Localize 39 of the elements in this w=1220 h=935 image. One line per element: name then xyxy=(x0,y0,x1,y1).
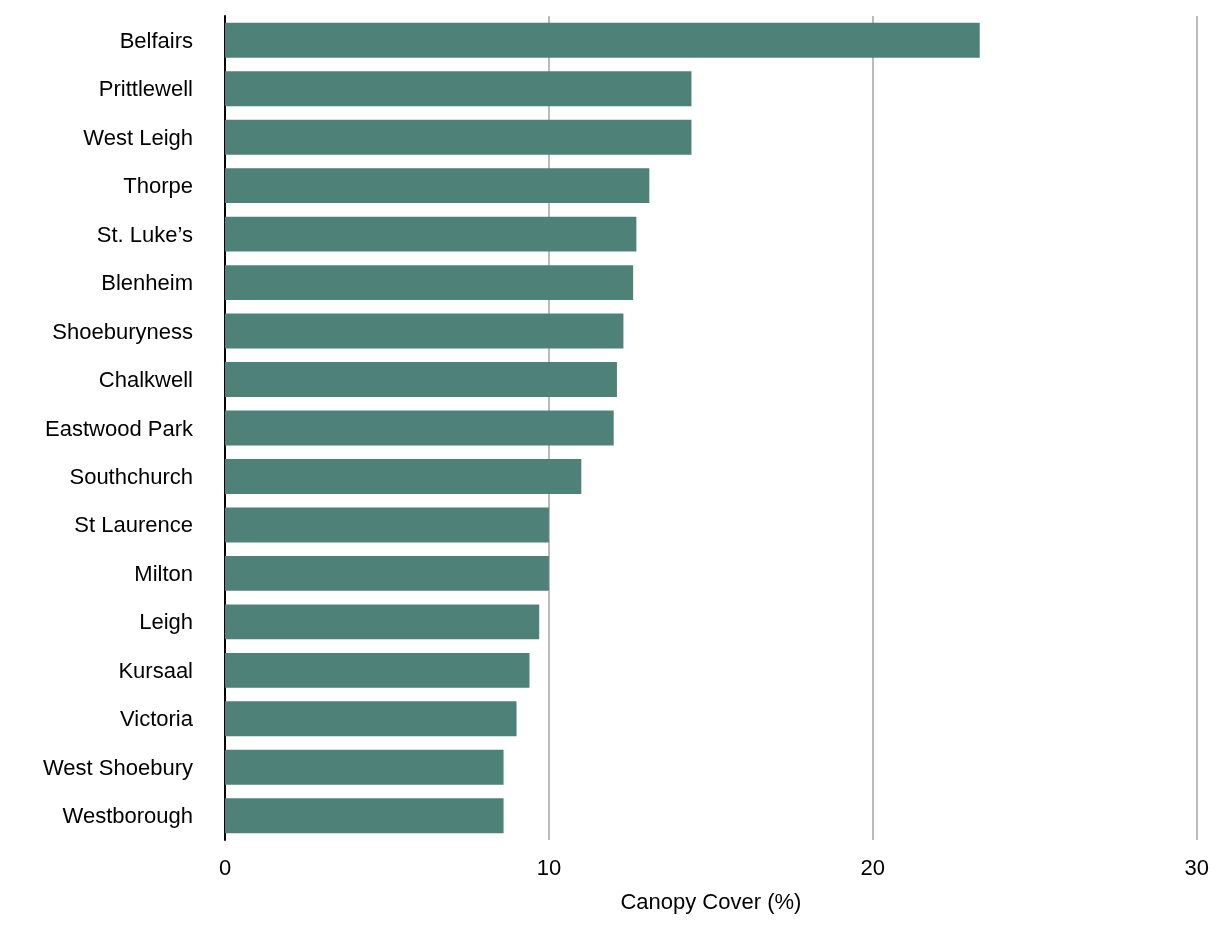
y-tick-label: Kursaal xyxy=(118,657,193,683)
y-tick-label: Victoria xyxy=(120,706,194,732)
y-tick-label: Milton xyxy=(134,560,193,586)
bar xyxy=(225,652,530,688)
x-tick-label: 20 xyxy=(860,854,886,880)
y-tick-label: Leigh xyxy=(139,609,193,635)
bar xyxy=(225,555,549,591)
y-tick-label: Thorpe xyxy=(123,173,193,199)
y-tick-label: St Laurence xyxy=(74,512,193,538)
bar xyxy=(225,604,540,640)
bar xyxy=(225,749,504,785)
y-tick-label: Eastwood Park xyxy=(45,415,194,441)
bar xyxy=(225,798,504,834)
y-tick-label: St. Luke’s xyxy=(96,221,193,247)
bar xyxy=(225,22,980,58)
y-tick-label: Westborough xyxy=(62,803,193,829)
bar xyxy=(225,313,624,349)
y-tick-label: Southchurch xyxy=(69,463,193,489)
x-tick-label: 0 xyxy=(218,854,232,880)
y-tick-label: Belfairs xyxy=(119,27,193,53)
y-tick-label: West Leigh xyxy=(83,124,193,150)
bar xyxy=(225,362,617,397)
y-tick-label: Prittlewell xyxy=(98,76,193,102)
y-tick-label: West Shoebury xyxy=(42,754,193,780)
bar xyxy=(225,168,650,204)
x-tick-label: 10 xyxy=(536,854,562,880)
bar xyxy=(225,410,614,446)
y-tick-label: Blenheim xyxy=(101,270,193,296)
x-tick-label: 30 xyxy=(1184,854,1210,880)
bar xyxy=(225,216,637,252)
bar xyxy=(225,701,517,737)
y-tick-label: Chalkwell xyxy=(98,367,193,393)
bar xyxy=(225,459,582,494)
bar xyxy=(225,71,692,107)
y-tick-label: Shoeburyness xyxy=(52,318,193,344)
bar xyxy=(225,265,634,301)
bar xyxy=(225,119,692,155)
bar xyxy=(225,507,549,543)
x-axis-title: Canopy Cover (%) xyxy=(620,888,802,914)
